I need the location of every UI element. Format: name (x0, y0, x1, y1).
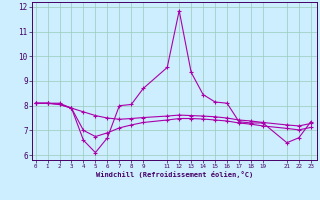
X-axis label: Windchill (Refroidissement éolien,°C): Windchill (Refroidissement éolien,°C) (96, 171, 253, 178)
